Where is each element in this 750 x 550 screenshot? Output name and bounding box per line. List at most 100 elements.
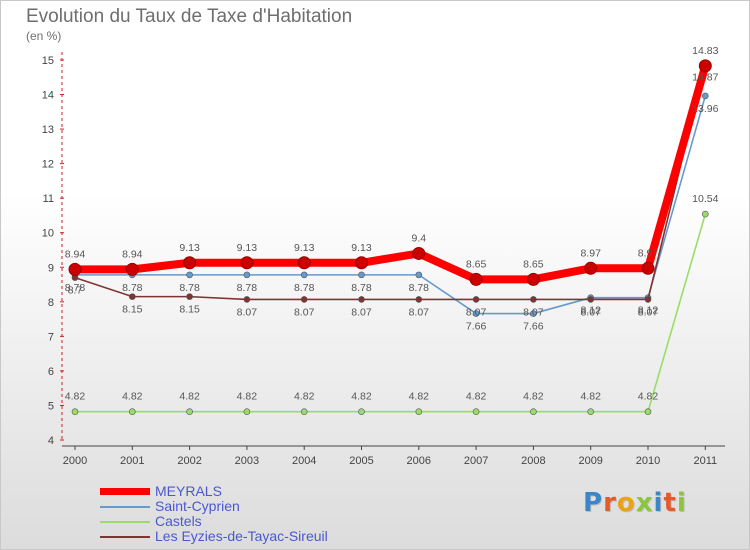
x-tick-label: 2010 bbox=[636, 455, 660, 467]
y-tick-label: 7 bbox=[48, 331, 54, 343]
data-point bbox=[472, 296, 480, 303]
data-point bbox=[358, 408, 365, 415]
x-tick-label: 2007 bbox=[464, 455, 488, 467]
x-tick-label: 2003 bbox=[235, 455, 259, 467]
legend-swatch-saint-cyprien bbox=[100, 506, 150, 508]
data-label: 8.12 bbox=[580, 305, 601, 317]
y-tick-label: 14 bbox=[42, 90, 54, 102]
data-label: 9.4 bbox=[411, 232, 426, 244]
x-tick-label: 2001 bbox=[120, 455, 144, 467]
y-tick-label: 15 bbox=[42, 55, 54, 67]
data-point bbox=[415, 408, 423, 415]
data-point bbox=[526, 272, 540, 286]
data-point bbox=[412, 246, 426, 260]
data-point bbox=[644, 296, 652, 303]
data-label: 8.15 bbox=[179, 304, 200, 316]
data-point bbox=[186, 271, 193, 279]
data-label: 4.82 bbox=[523, 391, 544, 403]
data-label: 8.12 bbox=[638, 305, 659, 317]
y-tick-label: 12 bbox=[42, 159, 54, 171]
data-label: 4.82 bbox=[638, 391, 659, 403]
data-label: 4.82 bbox=[294, 391, 315, 403]
logo-letter: i bbox=[676, 488, 687, 518]
data-point bbox=[297, 256, 311, 270]
data-label: 4.82 bbox=[122, 391, 143, 403]
y-tick-label: 13 bbox=[42, 124, 54, 136]
data-label: 8.97 bbox=[580, 247, 601, 259]
x-tick-label: 2004 bbox=[292, 455, 316, 467]
logo-letter: x bbox=[635, 488, 654, 518]
y-tick-label: 5 bbox=[48, 400, 54, 412]
legend-label-castels: Castels bbox=[155, 513, 202, 529]
data-label: 8.07 bbox=[237, 306, 258, 318]
x-tick-label: 2008 bbox=[521, 455, 545, 467]
x-tick-label: 2011 bbox=[693, 455, 717, 467]
data-label: 13.96 bbox=[692, 103, 718, 115]
data-label: 4.82 bbox=[580, 391, 601, 403]
data-label: 4.82 bbox=[351, 391, 372, 403]
logo-letter: P bbox=[583, 488, 604, 518]
data-label: 8.97 bbox=[638, 247, 659, 259]
data-label: 8.78 bbox=[294, 282, 315, 294]
x-tick-label: 2002 bbox=[177, 455, 201, 467]
data-label: 8.65 bbox=[466, 258, 487, 270]
y-tick-label: 9 bbox=[48, 262, 54, 274]
legend-swatch-les-eyzies bbox=[100, 536, 150, 538]
data-label: 8.78 bbox=[351, 282, 372, 294]
data-label: 9.13 bbox=[351, 242, 372, 254]
data-point bbox=[587, 408, 595, 415]
data-point bbox=[240, 256, 254, 270]
data-label: 8.15 bbox=[122, 304, 143, 316]
data-label: 8.78 bbox=[122, 282, 143, 294]
data-point bbox=[68, 262, 82, 276]
data-point bbox=[186, 293, 193, 300]
logo-letter: i bbox=[653, 488, 664, 518]
data-label: 8.94 bbox=[65, 248, 86, 260]
chart-title: Evolution du Taux de Taxe d'Habitation bbox=[26, 6, 353, 27]
y-tick-label: 4 bbox=[48, 435, 54, 447]
legend-swatch-meyrals bbox=[100, 488, 150, 495]
data-point bbox=[125, 262, 139, 276]
data-point bbox=[415, 296, 423, 303]
data-label: 8.65 bbox=[523, 258, 544, 270]
data-point bbox=[469, 272, 483, 286]
data-point bbox=[415, 271, 423, 279]
data-point bbox=[472, 310, 480, 317]
data-point bbox=[701, 92, 709, 100]
data-label: 4.82 bbox=[466, 391, 487, 403]
data-label: 7.66 bbox=[523, 321, 544, 333]
data-label: 8.07 bbox=[294, 306, 315, 318]
data-point bbox=[358, 271, 365, 279]
data-label: 8.7 bbox=[68, 285, 83, 297]
data-point bbox=[472, 408, 480, 415]
chart-axes: 4 5 6 7 8 9 10 11 12 13 14 15 2000 2001 2002 2003 2004 20… bbox=[42, 52, 725, 467]
y-tick-label: 11 bbox=[43, 193, 54, 205]
series-line bbox=[75, 64, 710, 284]
data-label: 4.82 bbox=[237, 391, 258, 403]
data-label: 14.87 bbox=[692, 71, 718, 83]
data-point bbox=[300, 408, 308, 415]
x-tick-label: 2000 bbox=[63, 455, 87, 467]
data-label: 8.78 bbox=[237, 282, 258, 294]
data-label: 9.13 bbox=[237, 242, 258, 254]
data-point bbox=[300, 271, 308, 279]
data-label: 8.07 bbox=[466, 306, 487, 318]
series-layer bbox=[68, 59, 712, 415]
data-label: 4.82 bbox=[65, 391, 86, 403]
data-label: 8.07 bbox=[638, 306, 659, 318]
data-label: 8.07 bbox=[580, 306, 601, 318]
data-label: 9.13 bbox=[179, 242, 200, 254]
data-point bbox=[530, 296, 537, 303]
data-point bbox=[530, 310, 537, 317]
legend-label-meyrals: MEYRALS bbox=[155, 483, 222, 499]
data-point bbox=[701, 210, 709, 218]
legend-swatch-castels bbox=[100, 521, 150, 523]
logo-letter: o bbox=[616, 488, 636, 518]
data-label: 4.82 bbox=[179, 391, 200, 403]
data-label: 7.66 bbox=[466, 321, 487, 333]
data-label: 9.13 bbox=[294, 242, 315, 254]
x-tick-label: 2009 bbox=[578, 455, 602, 467]
data-label: 14.83 bbox=[692, 45, 718, 57]
data-point bbox=[358, 296, 365, 303]
